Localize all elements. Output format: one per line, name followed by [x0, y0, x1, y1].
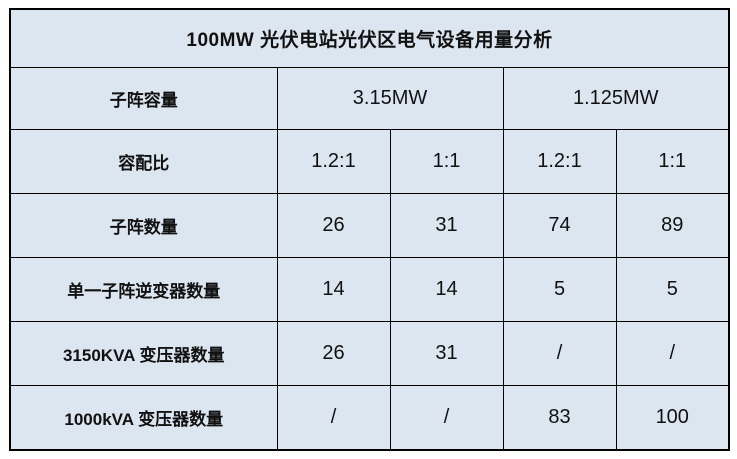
row-label-transformer-1000: 1000kVA 变压器数量 [9, 385, 278, 451]
table-row-title: 100MW 光伏电站光伏区电气设备用量分析 [9, 8, 730, 68]
cell-ratio-1: 1.2:1 [276, 128, 391, 194]
cell-ratio-3: 1.2:1 [502, 128, 617, 194]
table-row-transformer-3150: 3150KVA 变压器数量 26 31 / / [9, 321, 730, 387]
cell-transformer-3150-1: 26 [276, 321, 391, 387]
cell-inverter-count-2: 14 [389, 257, 504, 323]
cell-transformer-3150-4: / [615, 321, 730, 387]
cell-transformer-3150-2: 31 [389, 321, 504, 387]
table-row-capacity: 子阵容量 3.15MW 1.125MW [9, 66, 730, 130]
table-title: 100MW 光伏电站光伏区电气设备用量分析 [9, 8, 730, 68]
cell-subarray-count-1: 26 [276, 192, 391, 259]
cell-transformer-1000-2: / [389, 385, 504, 451]
cell-subarray-count-4: 89 [615, 192, 730, 259]
cell-transformer-1000-4: 100 [615, 385, 730, 451]
row-label-subarray-count: 子阵数量 [9, 192, 278, 259]
row-label-inverter-count: 单一子阵逆变器数量 [9, 257, 278, 323]
cell-capacity-3-15mw: 3.15MW [276, 66, 504, 130]
cell-transformer-3150-3: / [502, 321, 617, 387]
cell-inverter-count-4: 5 [615, 257, 730, 323]
cell-inverter-count-1: 14 [276, 257, 391, 323]
table-row-ratio: 容配比 1.2:1 1:1 1.2:1 1:1 [9, 128, 730, 194]
table-row-subarray-count: 子阵数量 26 31 74 89 [9, 192, 730, 259]
row-label-transformer-3150: 3150KVA 变压器数量 [9, 321, 278, 387]
cell-transformer-1000-1: / [276, 385, 391, 451]
cell-capacity-1-125mw: 1.125MW [502, 66, 730, 130]
cell-ratio-4: 1:1 [615, 128, 730, 194]
row-label-capacity-ratio: 容配比 [9, 128, 278, 194]
row-label-subarray-capacity: 子阵容量 [9, 66, 278, 130]
table-row-transformer-1000: 1000kVA 变压器数量 / / 83 100 [9, 385, 730, 451]
table-row-inverter-count: 单一子阵逆变器数量 14 14 5 5 [9, 257, 730, 323]
cell-inverter-count-3: 5 [502, 257, 617, 323]
cell-subarray-count-2: 31 [389, 192, 504, 259]
cell-subarray-count-3: 74 [502, 192, 617, 259]
cell-transformer-1000-3: 83 [502, 385, 617, 451]
cell-ratio-2: 1:1 [389, 128, 504, 194]
equipment-usage-table: 100MW 光伏电站光伏区电气设备用量分析 子阵容量 3.15MW 1.125M… [9, 8, 730, 451]
